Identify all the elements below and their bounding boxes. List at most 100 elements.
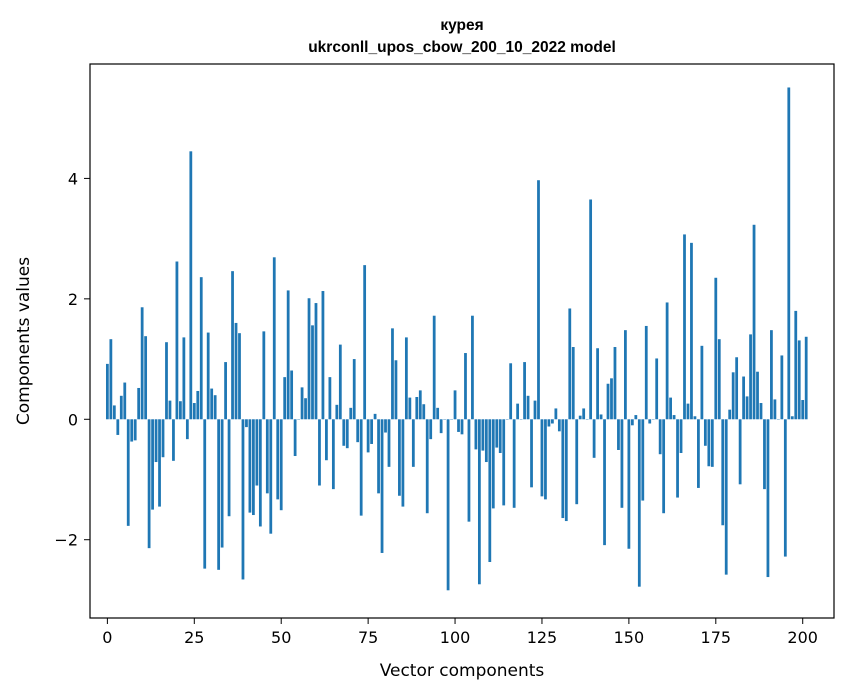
bar-88 <box>411 419 415 467</box>
bar-61 <box>318 419 321 486</box>
bar-170 <box>697 419 700 488</box>
bar-156 <box>648 419 652 424</box>
bar-17 <box>165 342 168 420</box>
bar-183 <box>742 376 745 420</box>
bar-96 <box>439 419 443 434</box>
bar-142 <box>599 414 603 420</box>
bar-58 <box>307 298 311 420</box>
bar-92 <box>425 419 429 514</box>
bar-86 <box>404 337 408 420</box>
bar-29 <box>206 332 210 420</box>
bar-131 <box>561 419 565 519</box>
bar-110 <box>488 419 492 562</box>
bar-2 <box>112 405 116 420</box>
bar-50 <box>279 419 283 511</box>
bar-81 <box>387 419 391 467</box>
bar-199 <box>797 340 801 420</box>
bar-113 <box>498 419 502 453</box>
bar-158 <box>655 358 659 420</box>
bar-14 <box>154 419 158 463</box>
bar-125 <box>540 419 544 497</box>
bar-10 <box>140 307 144 420</box>
bar-185 <box>749 334 752 420</box>
bar-76 <box>370 419 373 444</box>
bar-169 <box>693 416 697 420</box>
bar-198 <box>794 310 798 420</box>
bar-83 <box>394 360 398 420</box>
bar-47 <box>269 419 273 534</box>
bar-40 <box>245 419 248 428</box>
bar-4 <box>119 395 123 420</box>
bar-60 <box>314 303 318 420</box>
y-axis-label: Components values <box>14 257 34 425</box>
bar-57 <box>304 398 307 420</box>
bar-124 <box>537 180 540 420</box>
bar-15 <box>158 419 161 507</box>
bar-103 <box>464 353 467 420</box>
bar-123 <box>533 400 537 420</box>
bar-150 <box>627 419 631 549</box>
bar-23 <box>185 419 189 440</box>
bar-175 <box>714 277 718 420</box>
bar-63 <box>325 419 328 461</box>
bar-0 <box>105 363 109 420</box>
y-tick-label: −2 <box>54 531 78 550</box>
bar-34 <box>224 362 227 420</box>
bar-164 <box>676 419 679 498</box>
bar-141 <box>596 348 599 420</box>
bar-20 <box>175 261 179 420</box>
bar-68 <box>342 419 346 446</box>
bar-153 <box>637 419 641 587</box>
bar-71 <box>352 359 356 420</box>
bar-8 <box>133 419 137 441</box>
bar-38 <box>238 333 241 420</box>
bar-65 <box>331 419 335 490</box>
x-tick-label: 150 <box>614 628 645 647</box>
bar-106 <box>474 419 478 450</box>
bar-174 <box>710 419 714 467</box>
bar-109 <box>484 419 488 463</box>
bar-197 <box>790 416 794 420</box>
bar-120 <box>523 362 526 420</box>
bar-93 <box>429 419 433 440</box>
bar-12 <box>147 419 151 549</box>
bar-151 <box>630 419 634 426</box>
bar-94 <box>432 315 436 420</box>
bar-54 <box>293 419 297 457</box>
bar-46 <box>265 419 269 494</box>
bar-179 <box>728 409 732 420</box>
bar-171 <box>700 345 704 420</box>
bar-184 <box>745 396 749 420</box>
bar-98 <box>446 419 450 591</box>
bar-188 <box>759 403 763 420</box>
bar-152 <box>634 415 638 420</box>
bar-32 <box>217 419 221 570</box>
bar-85 <box>401 419 405 507</box>
bar-69 <box>345 419 349 449</box>
bar-168 <box>690 242 693 420</box>
bar-53 <box>290 370 294 420</box>
bar-77 <box>373 413 377 420</box>
bar-100 <box>453 390 457 420</box>
bar-51 <box>283 377 287 420</box>
bar-192 <box>773 399 777 420</box>
bar-107 <box>477 419 481 585</box>
bar-79 <box>380 419 384 553</box>
bar-134 <box>571 347 575 420</box>
y-tick-label: 0 <box>68 410 78 429</box>
bar-36 <box>231 271 234 420</box>
bar-186 <box>752 224 756 420</box>
x-tick-label: 175 <box>701 628 732 647</box>
bar-136 <box>578 415 582 420</box>
bar-37 <box>234 322 238 420</box>
bar-180 <box>731 372 735 420</box>
bar-9 <box>137 387 141 420</box>
bar-11 <box>144 336 148 420</box>
bar-7 <box>130 419 134 442</box>
bar-80 <box>384 419 387 433</box>
bar-160 <box>662 419 666 514</box>
bar-112 <box>495 419 499 448</box>
bar-35 <box>227 419 231 517</box>
bar-26 <box>196 390 200 420</box>
